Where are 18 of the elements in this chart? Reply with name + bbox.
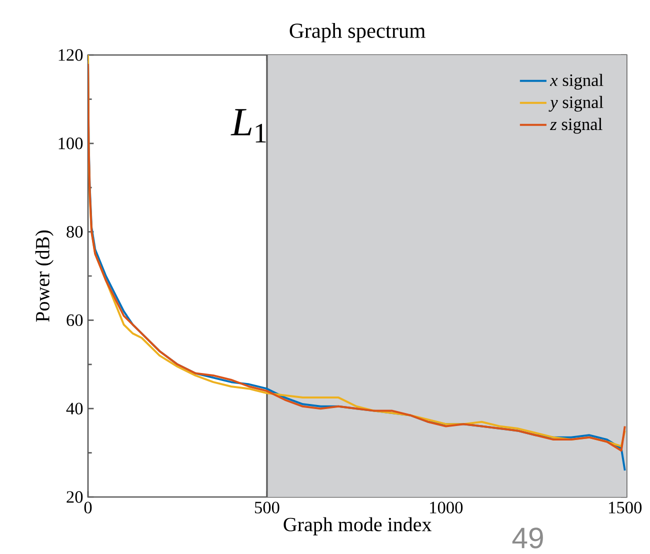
y-tick-label: 80 xyxy=(66,226,83,238)
text: 49 xyxy=(512,528,543,548)
y-tick-label: 20 xyxy=(66,491,83,503)
y-tick-label: 60 xyxy=(66,314,83,326)
x-axis-title: Graph mode index xyxy=(284,517,432,536)
x-tick-label: 500 xyxy=(254,502,280,514)
x-tick-label: 0 xyxy=(84,502,92,514)
x-tick-label: 1000 xyxy=(430,502,463,514)
annotation: L$_{1}$ xyxy=(230,109,266,142)
x-tick-label: 1500 xyxy=(609,502,642,514)
y-axis-title: Power (dB) xyxy=(35,230,54,322)
legend-label: x signal xyxy=(550,74,604,90)
y-tick-label: 120 xyxy=(58,49,83,61)
chart-title: Graph spectrum xyxy=(290,22,426,42)
y-tick-label: 100 xyxy=(58,138,83,150)
legend-label: z signal xyxy=(550,118,602,134)
legend-label: y signal xyxy=(548,96,604,112)
y-tick-label: 40 xyxy=(66,402,83,414)
